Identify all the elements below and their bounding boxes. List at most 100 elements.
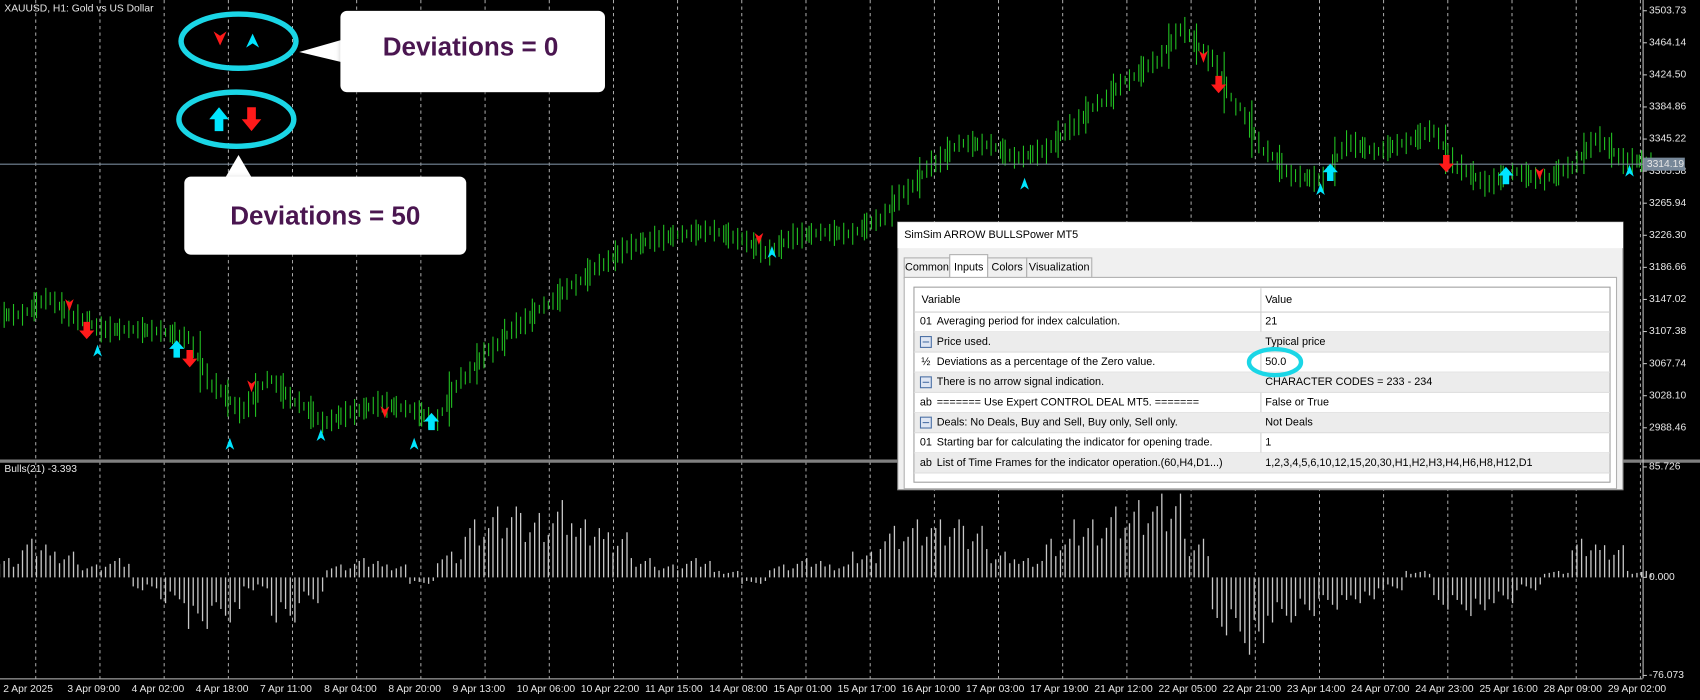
sell-chevron xyxy=(213,31,227,46)
dialog-titlebar xyxy=(897,222,1624,249)
indicator-bar xyxy=(879,525,905,578)
row-bg xyxy=(915,412,1609,433)
price-bar xyxy=(104,316,130,343)
price-bar xyxy=(852,209,877,245)
indicator-bar xyxy=(852,551,877,578)
tab-label[interactable]: Common xyxy=(905,262,949,274)
indicator-bar xyxy=(49,551,75,578)
indicator-bar xyxy=(990,551,1016,578)
indicator-bar xyxy=(0,558,19,578)
value-cell[interactable]: Not Deals xyxy=(1265,416,1313,428)
indicator-bar xyxy=(935,519,960,578)
indicator-bar xyxy=(492,506,517,578)
price-bar xyxy=(1045,114,1071,165)
indicator-bar xyxy=(243,577,268,591)
indicator-bar xyxy=(907,519,933,578)
price-bar xyxy=(935,134,960,173)
value-cell[interactable]: 1,2,3,4,5,6,10,12,15,20,30,H1,H2,H3,H4,H… xyxy=(1265,457,1532,469)
indicator-bar xyxy=(1211,577,1237,636)
value-cell[interactable]: False or True xyxy=(1265,396,1329,408)
x-tick-label: 2 Apr 2025 xyxy=(3,684,53,695)
column-header: Variable xyxy=(922,294,961,306)
indicator-bar xyxy=(1184,538,1209,578)
column-header: Value xyxy=(1265,294,1292,306)
price-bar xyxy=(1516,161,1541,189)
current-price-tag xyxy=(1643,157,1685,171)
price-bar xyxy=(575,253,600,296)
tab-label[interactable]: Visualization xyxy=(1029,262,1090,274)
value-cell[interactable]: Typical price xyxy=(1265,336,1325,348)
x-tick-label: 15 Apr 01:00 xyxy=(773,684,832,695)
price-bar xyxy=(1461,154,1486,197)
price-bar xyxy=(1101,73,1126,110)
price-bar xyxy=(354,390,379,425)
price-bar xyxy=(713,219,739,250)
x-tick-label: 14 Apr 08:00 xyxy=(709,684,768,695)
x-tick-label: 3 Apr 09:00 xyxy=(67,684,120,695)
variable-cell: List of Time Frames for the indicator op… xyxy=(937,457,1223,469)
highlight-ellipse xyxy=(178,11,299,71)
x-tick-label: 8 Apr 20:00 xyxy=(388,684,441,695)
price-bar xyxy=(464,342,490,385)
indicator-bar xyxy=(658,564,684,578)
y-tick-label: 3265.94 xyxy=(1649,198,1686,209)
price-bar xyxy=(520,296,545,335)
y-tick-label: 85.726 xyxy=(1649,462,1681,473)
price-bar xyxy=(1571,131,1597,175)
indicator-bar xyxy=(796,558,822,578)
indicator-bar xyxy=(686,558,711,578)
value-cell[interactable]: 1 xyxy=(1265,437,1271,449)
price-bar xyxy=(824,219,849,246)
indicator-bar xyxy=(104,558,130,578)
indicator-bar xyxy=(1405,570,1431,578)
indicator-bar xyxy=(519,512,545,578)
variable-cell: There is no arrow signal indication. xyxy=(937,376,1104,388)
indicator-bar xyxy=(1350,577,1375,604)
y-tick-label: 2988.46 xyxy=(1649,422,1686,433)
sell-chevron xyxy=(1535,167,1544,180)
indicator-bar xyxy=(21,538,47,578)
tab-label[interactable]: Inputs xyxy=(954,262,984,274)
price-bar xyxy=(796,222,822,249)
value-cell[interactable]: 21 xyxy=(1265,316,1277,328)
value-cell[interactable]: CHARACTER CODES = 233 - 234 xyxy=(1265,376,1432,388)
row-bg xyxy=(915,452,1609,473)
indicator-bar xyxy=(1433,577,1458,610)
indicator-bar xyxy=(160,577,185,604)
indicator-bar xyxy=(77,564,102,578)
callout-box xyxy=(340,10,605,93)
indicator-bars xyxy=(0,493,1652,655)
x-tick-label: 21 Apr 12:00 xyxy=(1094,684,1153,695)
y-tick-label: -76.073 xyxy=(1649,670,1684,681)
indicator-bar xyxy=(1543,570,1569,578)
sell-chevron xyxy=(380,406,390,419)
buy-chevron xyxy=(246,33,260,48)
y-tick-label: 3345.22 xyxy=(1649,134,1686,145)
indicator-bar xyxy=(353,558,379,578)
tab-label[interactable]: Colors xyxy=(992,262,1024,274)
indicator-bar xyxy=(741,577,767,584)
indicator-bar xyxy=(1294,577,1320,617)
x-tick-label: 4 Apr 18:00 xyxy=(196,684,249,695)
indicator-bar xyxy=(326,564,351,578)
variable-cell: Deals: No Deals, Buy and Sell, Buy only,… xyxy=(937,416,1178,428)
sell-chevron xyxy=(247,380,256,393)
value-cell[interactable]: 50.0 xyxy=(1265,356,1286,368)
price-bar xyxy=(492,312,517,363)
sell-chevron xyxy=(65,299,74,311)
x-tick-label: 10 Apr 06:00 xyxy=(517,684,576,695)
callouts: Deviations = 0 Deviations = 50 xyxy=(176,10,605,255)
x-tick-label: 11 Apr 15:00 xyxy=(645,684,703,695)
price-bar xyxy=(243,370,268,420)
input-dialog: SimSim ARROW BULLSPower MT5 Common Inputs C… xyxy=(897,221,1624,491)
row-icon: 01 xyxy=(920,316,932,328)
price-bar xyxy=(603,237,628,272)
buy-chevron xyxy=(1020,177,1029,190)
price-bar xyxy=(1294,165,1320,192)
indicator-bar xyxy=(1460,577,1486,617)
x-tick-label: 24 Apr 07:00 xyxy=(1351,684,1410,695)
buy-chevron xyxy=(1316,183,1325,196)
price-bar xyxy=(1073,94,1099,136)
price-bar xyxy=(741,230,766,263)
price-bar xyxy=(21,287,47,326)
